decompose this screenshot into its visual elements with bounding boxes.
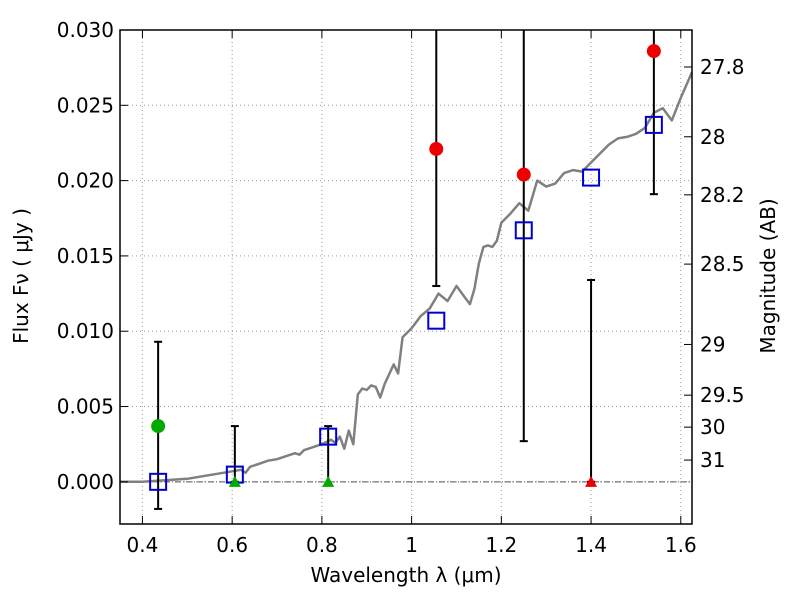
magnitude-tick-label: 28.5: [700, 252, 745, 276]
detection-circle: [516, 167, 531, 182]
magnitude-tick-label: 29: [700, 332, 725, 356]
plot-frame: [119, 29, 693, 525]
axes: 0.4 0.6 0.8 1 1.2 1.4 1.6 0.000 0.005 0.010 0.015 0…: [57, 18, 745, 557]
y-tick-label: 0.015: [57, 244, 114, 268]
upper-limit-triangle: [322, 475, 335, 487]
y-tick-label: 0.020: [57, 169, 114, 193]
plot-area: [120, 30, 692, 510]
upper-limit-triangle: [585, 475, 598, 487]
model-point-square: [644, 115, 663, 134]
model-point-square: [582, 168, 601, 187]
magnitude-tick-label: 28.2: [700, 183, 745, 207]
magnitude-tick-label: 31: [700, 448, 725, 472]
magnitude-tick-label: 30: [700, 415, 725, 439]
model-point-square: [319, 427, 338, 446]
magnitude-tick-label: 27.8: [700, 55, 745, 79]
x-tick-label: 1.4: [575, 533, 607, 557]
x-tick-label: 1: [405, 533, 418, 557]
model-point-square: [427, 311, 446, 330]
x-tick-label: 0.6: [216, 533, 248, 557]
detection-circle: [429, 141, 444, 156]
x-tick-label: 1.6: [665, 533, 697, 557]
x-axis-title: Wavelength λ (μm): [310, 563, 501, 587]
y-axis-title: Flux Fν ( μJy ): [9, 208, 33, 344]
y-tick-label: 0.030: [57, 18, 114, 42]
upper-limit-triangle: [228, 475, 241, 487]
x-tick-label: 0.8: [306, 533, 338, 557]
y-tick-label: 0.005: [57, 395, 114, 419]
model-point-square: [149, 472, 168, 491]
detection-circle: [646, 44, 661, 59]
x-tick-label: 0.4: [127, 533, 159, 557]
y-tick-label: 0.010: [57, 319, 114, 343]
magnitude-tick-label: 28: [700, 125, 725, 149]
detection-circle: [151, 419, 166, 434]
right-axis-title: Magnitude (AB): [756, 198, 780, 353]
y-tick-label: 0.025: [57, 93, 114, 117]
gridlines: [120, 29, 692, 524]
model-spectrum-line: [120, 71, 692, 484]
y-tick-label: 0.000: [57, 470, 114, 494]
model-point-square: [514, 221, 533, 240]
x-tick-label: 1.2: [485, 533, 517, 557]
magnitude-tick-label: 29.5: [700, 383, 745, 407]
